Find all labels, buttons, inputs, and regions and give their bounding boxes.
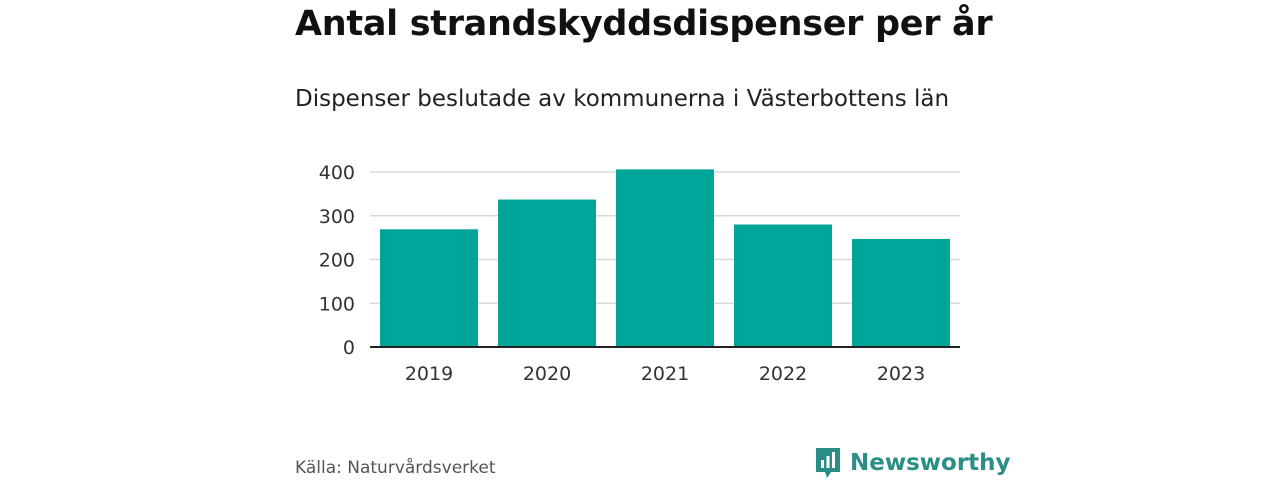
x-tick-label: 2022 xyxy=(759,363,807,385)
chart-title: Antal strandskyddsdispenser per år xyxy=(295,4,993,44)
x-tick-labels: 2019 2020 2021 2022 2023 xyxy=(405,363,925,385)
brand-logo: Newsworthy xyxy=(814,446,1011,480)
y-tick-labels: 0 100 200 300 400 xyxy=(319,162,355,359)
y-tick-label: 200 xyxy=(319,250,355,272)
bar-2021 xyxy=(616,169,714,347)
newsworthy-logo-icon xyxy=(816,448,840,478)
bars xyxy=(380,169,950,347)
bar-2022 xyxy=(734,224,832,347)
y-tick-label: 0 xyxy=(343,337,355,359)
chart-subtitle: Dispenser beslutade av kommunerna i Väst… xyxy=(295,86,950,112)
x-tick-label: 2023 xyxy=(877,363,925,385)
source-note: Källa: Naturvårdsverket xyxy=(295,458,496,478)
x-tick-label: 2019 xyxy=(405,363,453,385)
brand-name: Newsworthy xyxy=(850,450,1011,476)
bar-2020 xyxy=(498,199,596,347)
y-tick-label: 300 xyxy=(319,206,355,228)
y-tick-label: 400 xyxy=(319,162,355,184)
x-tick-label: 2021 xyxy=(641,363,689,385)
y-tick-label: 100 xyxy=(319,293,355,315)
bar-2019 xyxy=(380,229,478,347)
bar-2023 xyxy=(852,238,950,347)
x-tick-label: 2020 xyxy=(523,363,571,385)
